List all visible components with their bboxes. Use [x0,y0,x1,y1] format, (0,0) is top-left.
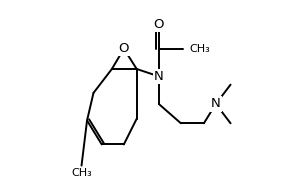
Text: CH₃: CH₃ [190,44,211,54]
Text: O: O [119,42,129,55]
Text: CH₃: CH₃ [71,168,92,178]
Text: O: O [153,18,164,31]
Text: N: N [154,70,164,83]
Text: N: N [211,98,221,110]
